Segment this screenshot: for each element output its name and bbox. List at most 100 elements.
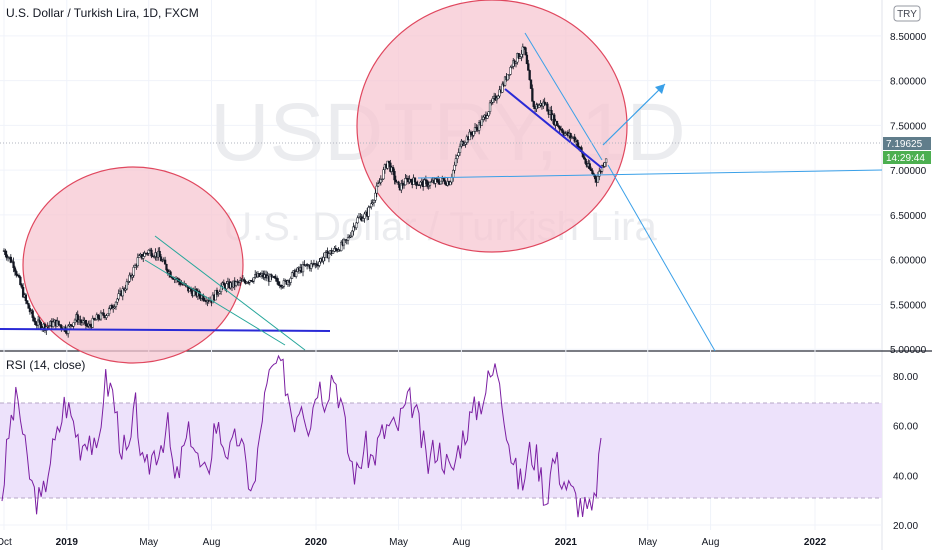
candle-body — [439, 180, 443, 185]
candle-body — [469, 131, 473, 135]
candle-body — [282, 280, 286, 287]
candle-body — [165, 264, 168, 271]
last-price-tag-bg — [883, 137, 931, 150]
candle-body — [376, 183, 380, 187]
support-line-2019[interactable] — [0, 328, 331, 332]
candle-body — [82, 320, 85, 324]
candle-body — [583, 156, 586, 160]
candle-body — [510, 66, 514, 68]
candle-body — [352, 226, 355, 232]
candle-body — [112, 307, 115, 310]
candle-body — [28, 308, 32, 313]
candle-body — [379, 179, 382, 183]
upper-trend-line-2020[interactable] — [524, 32, 603, 161]
candle-body — [588, 163, 591, 170]
candle-body — [402, 184, 406, 186]
candle-body — [138, 255, 141, 258]
highlight-ellipse-2020[interactable] — [356, 0, 628, 253]
candle-body — [457, 152, 460, 156]
highlight-ellipse-2019[interactable] — [22, 166, 244, 364]
candle-body — [52, 321, 55, 327]
candle-body — [4, 250, 7, 255]
candle-body — [113, 306, 116, 309]
downtrend-line-2020[interactable] — [504, 88, 603, 169]
candlestick-series — [2, 43, 608, 338]
candle-body — [327, 253, 331, 259]
candle-body — [315, 263, 318, 266]
candle-body — [273, 276, 276, 279]
candle-body — [524, 47, 527, 56]
candle-body — [125, 281, 129, 290]
rsi-tick-label: 20.00 — [893, 521, 918, 532]
candle-body — [584, 158, 587, 164]
candle-body — [546, 103, 549, 112]
candle-body — [430, 181, 433, 183]
candle-body — [490, 102, 493, 104]
candle-body — [426, 180, 429, 187]
rsi-tick-label: 60.00 — [893, 422, 918, 433]
candle-body — [295, 271, 298, 277]
candle-body — [589, 168, 593, 171]
candle-body — [486, 115, 489, 119]
last-price-value: 7.19625 — [886, 139, 923, 150]
candle-body — [121, 288, 124, 297]
rsi-tick-label: 40.00 — [893, 471, 918, 482]
candle-body — [468, 131, 471, 141]
currency-badge-label: TRY — [897, 9, 917, 20]
candle-body — [150, 249, 153, 257]
candle-body — [26, 300, 29, 304]
candle-body — [528, 70, 531, 81]
axis-labels: 5.00000 5.50000 6.00000 6.50000 7.00000 7.500… — [0, 32, 927, 548]
candle-body — [225, 283, 228, 290]
candle-body — [456, 155, 459, 159]
candle-body — [488, 102, 492, 112]
channel-line-lower-2019[interactable] — [144, 259, 286, 346]
candle-body — [31, 310, 34, 318]
candle-body — [495, 98, 499, 101]
candle-body — [428, 182, 432, 186]
candle-body — [331, 250, 335, 254]
candle-body — [153, 256, 156, 258]
candle-body — [514, 61, 518, 64]
currency-badge[interactable]: TRY — [893, 5, 921, 22]
candle-body — [251, 280, 254, 283]
candle-body — [249, 280, 253, 282]
candle-body — [240, 280, 243, 282]
candle-body — [86, 325, 89, 327]
candle-body — [348, 236, 351, 239]
candle-body — [442, 178, 445, 181]
time-tick-label: Aug — [203, 537, 221, 548]
projection-arrow-head — [655, 84, 665, 94]
candle-body — [290, 272, 294, 279]
candle-body — [277, 281, 280, 286]
candle-body — [491, 98, 494, 103]
rsi-tick-label: 80.00 — [893, 372, 918, 383]
candle-body — [322, 257, 325, 262]
candle-body — [543, 101, 546, 105]
candle-body — [558, 126, 561, 130]
projection-arrow-up[interactable] — [602, 83, 666, 146]
projection-line-down[interactable] — [607, 164, 716, 352]
candle-body — [13, 267, 17, 272]
candle-body — [604, 158, 608, 163]
drawing-tools[interactable] — [0, 32, 883, 352]
candle-body — [472, 131, 475, 136]
candle-body — [482, 116, 485, 120]
countdown-tag-bg — [883, 151, 931, 164]
candle-body — [437, 179, 440, 183]
candle-body — [46, 325, 49, 328]
candle-body — [424, 179, 428, 181]
channel-line-upper-2019[interactable] — [154, 235, 306, 351]
candle-body — [381, 178, 384, 180]
candle-body — [91, 318, 94, 328]
horizontal-support-line[interactable] — [417, 169, 883, 179]
candle-body — [310, 263, 313, 269]
candle-body — [222, 282, 225, 286]
candle-body — [142, 256, 145, 259]
candle-body — [97, 314, 100, 319]
candle-body — [417, 184, 421, 186]
rsi-band — [0, 403, 882, 498]
price-tick-label: 6.00000 — [890, 256, 927, 267]
candle-body — [523, 46, 526, 48]
